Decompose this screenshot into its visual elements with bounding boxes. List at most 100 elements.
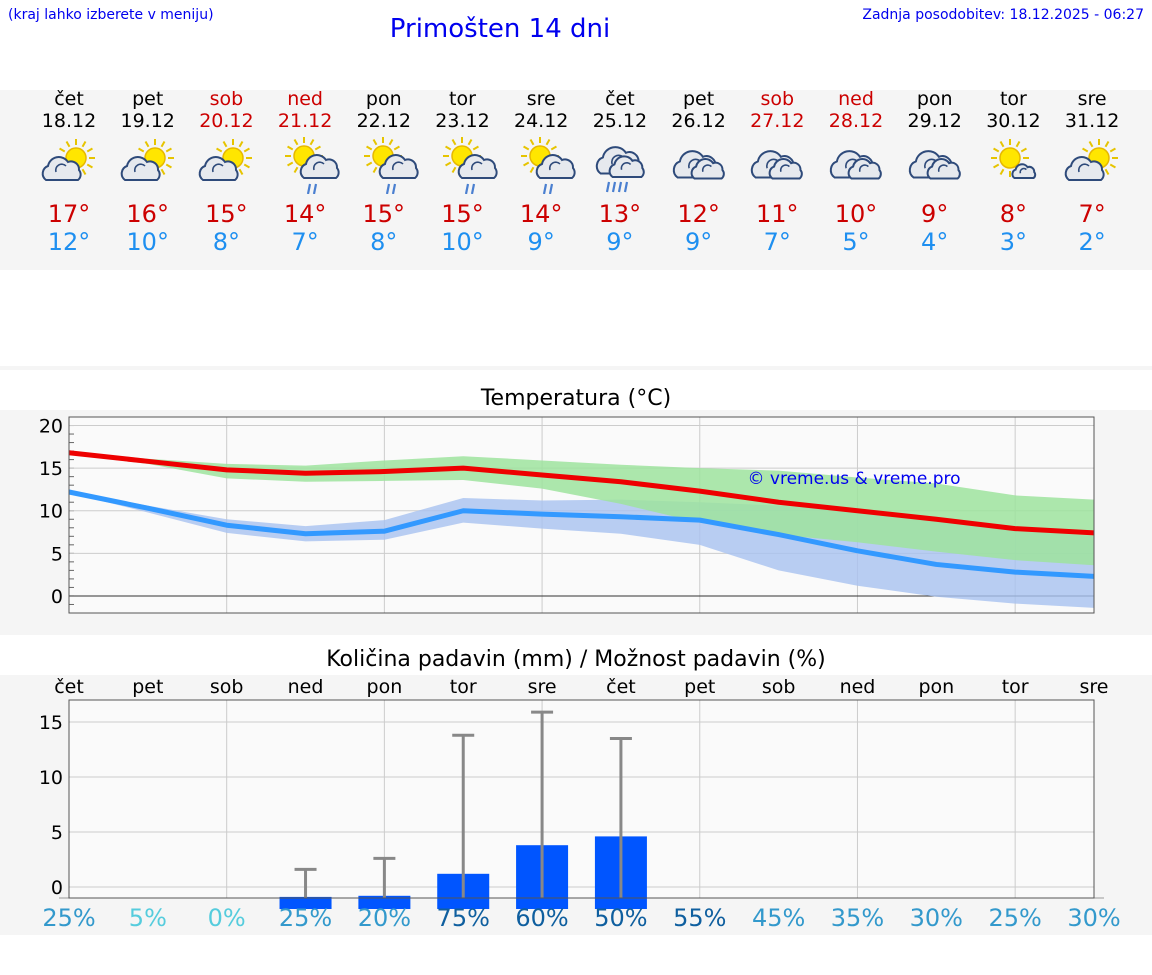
precipitation-probability: 50% [594, 904, 647, 932]
temp-min: 9° [606, 228, 634, 256]
day-name: sob [760, 88, 795, 110]
temp-min: 3° [999, 228, 1028, 256]
sun-cloud-rain-icon [285, 137, 340, 194]
forecast-band [0, 90, 1152, 270]
day-name: pon [365, 88, 402, 110]
sun-cloud-icon [1064, 139, 1119, 181]
sun-cloud-rain-icon [344, 132, 424, 194]
temperature-chart: 0 5 10 15 20 © vreme.us & vreme.pro [39, 416, 1095, 614]
temp-min: 2° [1078, 228, 1106, 256]
temp-min: 9° [527, 228, 555, 256]
cloud-icon [895, 132, 975, 194]
cloud-icon [751, 150, 804, 180]
plot-frame [68, 699, 1095, 899]
day-date: 30.12 [986, 110, 1041, 132]
temp-min: 9° [684, 228, 713, 256]
day-date: 20.12 [199, 110, 254, 132]
day-column: ned 28.12 10° 5° [816, 88, 896, 256]
day-name: sob [209, 88, 244, 110]
precipitation-probability: 30% [910, 904, 963, 932]
day-date: 18.12 [41, 110, 97, 132]
day-name: pet [682, 88, 715, 110]
precipitation-probability: 30% [1067, 904, 1120, 932]
cloud-icon [672, 150, 725, 180]
day-column: tor 23.12 15° 10° [423, 88, 503, 256]
day-column: tor 30.12 8° 3° [973, 88, 1053, 256]
day-column: pet 26.12 12° 9° [659, 88, 739, 256]
y-tick-label: 5 [51, 543, 63, 565]
x-tick-label: pet [132, 676, 163, 698]
watermark: © vreme.us & vreme.pro [747, 469, 960, 489]
plot-area [69, 700, 1094, 898]
precipitation-probability: 20% [358, 904, 411, 932]
day-column: čet 25.12 13° 9° [580, 88, 660, 256]
day-date: 25.12 [592, 110, 648, 132]
day-date: 24.12 [513, 110, 569, 132]
day-column: sre 24.12 14° 9° [501, 88, 581, 256]
temp-max: 9° [921, 200, 949, 228]
day-column: pet 19.12 16° 10° [108, 88, 188, 256]
cloud-icon [829, 150, 882, 180]
day-name: ned [838, 88, 874, 110]
x-tick-label: sob [762, 676, 796, 698]
x-tick-label: tor [450, 676, 477, 698]
temperature-chart-title: Temperatura (°C) [480, 386, 672, 411]
sun-cloud-icon [108, 132, 188, 194]
temp-max: 13° [598, 200, 642, 228]
temp-max: 15° [441, 200, 484, 228]
temp-max: 11° [756, 200, 799, 228]
precipitation-probability: 25% [279, 904, 332, 932]
day-date: 31.12 [1064, 110, 1120, 132]
day-column: ned 21.12 14° 7° [265, 88, 345, 256]
precipitation-probability: 25% [988, 904, 1041, 932]
precipitation-bar [279, 896, 332, 909]
day-column: sob 20.12 15° 8° [186, 88, 266, 256]
day-date: 19.12 [120, 110, 175, 132]
temp-min: 10° [441, 228, 484, 256]
x-tick-label: ned [840, 676, 876, 698]
temp-min: 12° [47, 228, 91, 256]
y-tick-label: 0 [51, 586, 63, 608]
cloud-icon [737, 132, 817, 194]
day-name: pon [916, 88, 953, 110]
day-column: pon 22.12 15° 8° [344, 88, 424, 256]
cloud-rain-icon [595, 146, 645, 193]
day-name: ned [287, 88, 323, 110]
temp-max: 7° [1078, 200, 1106, 228]
location-hint: (kraj lahko izberete v meniju) [8, 7, 214, 23]
sun-cloud-icon [199, 139, 253, 181]
sun-cloud-rain-icon [442, 137, 498, 194]
day-date: 22.12 [356, 110, 411, 132]
temp-max: 14° [519, 200, 563, 228]
y-tick-label: 0 [51, 877, 63, 899]
sun-cloud-rain-icon [265, 132, 345, 194]
temp-min: 8° [212, 228, 241, 256]
day-name: čet [605, 88, 635, 110]
plot-frame [68, 416, 1095, 614]
x-tick-label: čet [606, 676, 636, 698]
y-tick-label: 10 [39, 501, 63, 523]
day-column: sob 27.12 11° 7° [737, 88, 817, 256]
min-temperature-line [68, 489, 1095, 579]
day-date: 21.12 [277, 110, 333, 132]
temp-min: 8° [370, 228, 398, 256]
cloud-icon [908, 150, 961, 180]
precipitation-probability: 5% [129, 904, 167, 932]
day-column: pon 29.12 9° 4° [895, 88, 975, 256]
y-tick-label: 15 [39, 458, 63, 480]
day-name: čet [54, 88, 84, 110]
precipitation-probability: 45% [752, 904, 805, 932]
max-range-band [69, 451, 1094, 566]
x-tick-label: ned [288, 676, 324, 698]
day-name: pet [132, 88, 164, 110]
cloud-icon [816, 132, 896, 194]
day-date: 27.12 [750, 110, 805, 132]
x-tick-label: pet [684, 676, 715, 698]
x-tick-label: sre [1080, 676, 1109, 698]
precipitation-probability: 60% [515, 904, 568, 932]
y-tick-label: 5 [51, 822, 63, 844]
sun-cloud-rain-icon [363, 137, 419, 194]
y-tick-label: 20 [39, 416, 63, 438]
last-updated: Zadnja posodobitev: 18.12.2025 - 06:27 [862, 7, 1144, 23]
day-column: sre 31.12 7° 2° [1052, 88, 1132, 256]
